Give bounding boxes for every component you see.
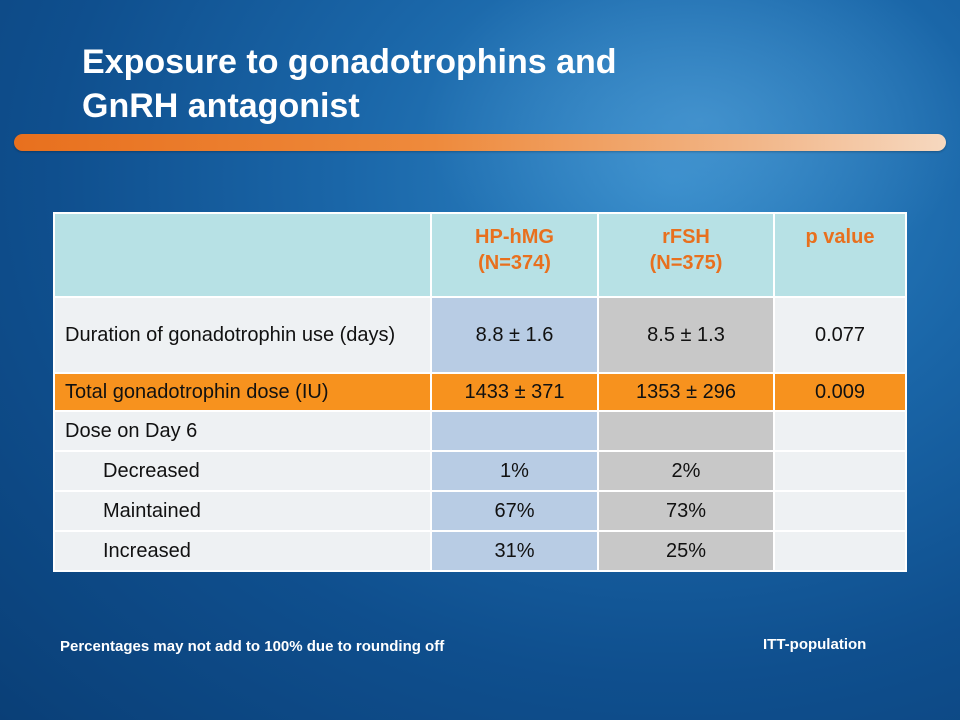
row-label: Duration of gonadotrophin use (days): [53, 296, 432, 374]
row-label: Decreased: [53, 450, 432, 492]
header-p-value-label: p value: [805, 226, 875, 248]
slide-title: Exposure to gonadotrophins and GnRH anta…: [82, 40, 842, 128]
cell-rfsh: 25%: [597, 530, 775, 572]
header-hphmg-name: HP-hMG: [475, 226, 554, 248]
table-row: Duration of gonadotrophin use (days) 8.8…: [53, 296, 907, 374]
title-line-1: Exposure to gonadotrophins and: [82, 43, 617, 81]
header-rfsh-n: (N=375): [649, 252, 723, 274]
table-row: Increased 31% 25%: [53, 530, 907, 572]
exposure-table: HP-hMG (N=374) rFSH (N=375) p value Dura…: [53, 212, 907, 572]
cell-rfsh: 1353 ± 296: [597, 372, 775, 412]
cell-p-value: 0.077: [773, 296, 907, 374]
header-rfsh-name: rFSH: [662, 226, 710, 248]
cell-p-value: [773, 530, 907, 572]
title-line-2: GnRH antagonist: [82, 87, 360, 125]
table-row-highlighted: Total gonadotrophin dose (IU) 1433 ± 371…: [53, 372, 907, 412]
table-row: Maintained 67% 73%: [53, 490, 907, 532]
cell-rfsh: [597, 410, 775, 452]
population-label: ITT-population: [763, 636, 867, 653]
header-p-value: p value: [773, 212, 907, 298]
cell-p-value: [773, 450, 907, 492]
footnote: Percentages may not add to 100% due to r…: [60, 638, 445, 655]
table-header-row: HP-hMG (N=374) rFSH (N=375) p value: [53, 212, 907, 298]
row-label: Dose on Day 6: [53, 410, 432, 452]
cell-rfsh: 73%: [597, 490, 775, 532]
cell-hphmg: 31%: [430, 530, 599, 572]
cell-hphmg: [430, 410, 599, 452]
cell-rfsh: 8.5 ± 1.3: [597, 296, 775, 374]
header-hphmg: HP-hMG (N=374): [430, 212, 599, 298]
row-label: Total gonadotrophin dose (IU): [53, 372, 432, 412]
cell-hphmg: 8.8 ± 1.6: [430, 296, 599, 374]
cell-rfsh: 2%: [597, 450, 775, 492]
table-row: Dose on Day 6: [53, 410, 907, 452]
header-empty-cell: [53, 212, 432, 298]
header-hphmg-n: (N=374): [478, 252, 551, 274]
cell-p-value: 0.009: [773, 372, 907, 412]
orange-divider-bar: [14, 134, 946, 151]
header-rfsh: rFSH (N=375): [597, 212, 775, 298]
row-label: Increased: [53, 530, 432, 572]
cell-hphmg: 67%: [430, 490, 599, 532]
cell-p-value: [773, 410, 907, 452]
table-row: Decreased 1% 2%: [53, 450, 907, 492]
cell-hphmg: 1433 ± 371: [430, 372, 599, 412]
cell-hphmg: 1%: [430, 450, 599, 492]
cell-p-value: [773, 490, 907, 532]
row-label: Maintained: [53, 490, 432, 532]
